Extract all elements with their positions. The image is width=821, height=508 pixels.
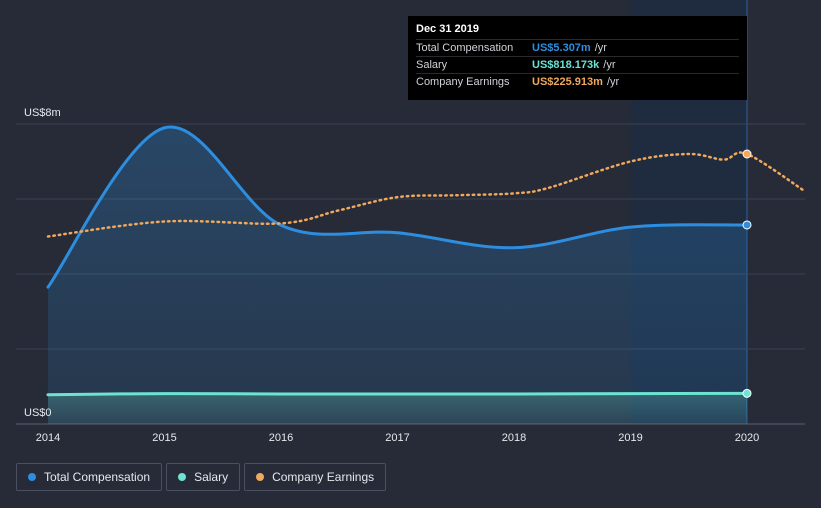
x-tick-label: 2016 bbox=[269, 432, 293, 444]
tooltip-value: US$225.913m bbox=[532, 76, 603, 88]
tooltip-unit: /yr bbox=[603, 59, 616, 71]
tooltip-unit: /yr bbox=[594, 42, 607, 54]
tooltip-value: US$818.173k bbox=[532, 59, 600, 71]
salary-point bbox=[742, 388, 752, 398]
tooltip-date: Dec 31 2019 bbox=[416, 23, 479, 35]
x-tick-label: 2017 bbox=[385, 432, 409, 444]
company-earnings-line bbox=[46, 151, 807, 238]
legend-item-total-compensation[interactable]: Total Compensation bbox=[16, 463, 163, 491]
y-axis-label-bottom: US$0 bbox=[24, 407, 52, 419]
legend-label: Salary bbox=[194, 470, 229, 484]
tooltip-label: Total Compensation bbox=[416, 42, 514, 54]
chart-tooltip: Dec 31 2019 Total Compensation US$5.307m… bbox=[408, 16, 747, 100]
x-tick-label: 2020 bbox=[735, 432, 759, 444]
legend-dot-icon bbox=[256, 473, 265, 481]
total-compensation-line bbox=[46, 125, 749, 289]
chart-legend: Total Compensation Salary Company Earnin… bbox=[16, 463, 387, 491]
tooltip-row-company-earnings: Company Earnings US$225.913m /yr bbox=[416, 73, 739, 90]
tooltip-row-salary: Salary US$818.173k /yr bbox=[416, 56, 739, 73]
x-tick-label: 2015 bbox=[152, 432, 176, 444]
y-axis-label-top: US$8m bbox=[24, 107, 61, 119]
total-compensation-point bbox=[742, 220, 752, 230]
tooltip-unit: /yr bbox=[606, 76, 620, 88]
legend-label: Total Compensation bbox=[44, 470, 151, 484]
company-earnings-point bbox=[742, 149, 752, 159]
tooltip-value: US$5.307m bbox=[532, 42, 591, 54]
legend-dot-icon bbox=[178, 473, 187, 481]
tooltip-label: Salary bbox=[416, 59, 448, 71]
legend-label: Company Earnings bbox=[272, 470, 375, 484]
total-compensation-area bbox=[48, 126, 747, 424]
x-tick-label: 2019 bbox=[618, 432, 642, 444]
x-tick-label: 2018 bbox=[502, 432, 526, 444]
tooltip-row-total-compensation: Total Compensation US$5.307m /yr bbox=[416, 39, 739, 56]
legend-dot-icon bbox=[28, 473, 36, 481]
tooltip-label: Company Earnings bbox=[416, 76, 510, 88]
legend-item-salary[interactable]: Salary bbox=[166, 463, 241, 491]
x-tick-label: 2014 bbox=[36, 432, 60, 444]
salary-area bbox=[48, 393, 747, 424]
salary-line bbox=[46, 391, 749, 397]
legend-item-company-earnings[interactable]: Company Earnings bbox=[244, 463, 387, 491]
